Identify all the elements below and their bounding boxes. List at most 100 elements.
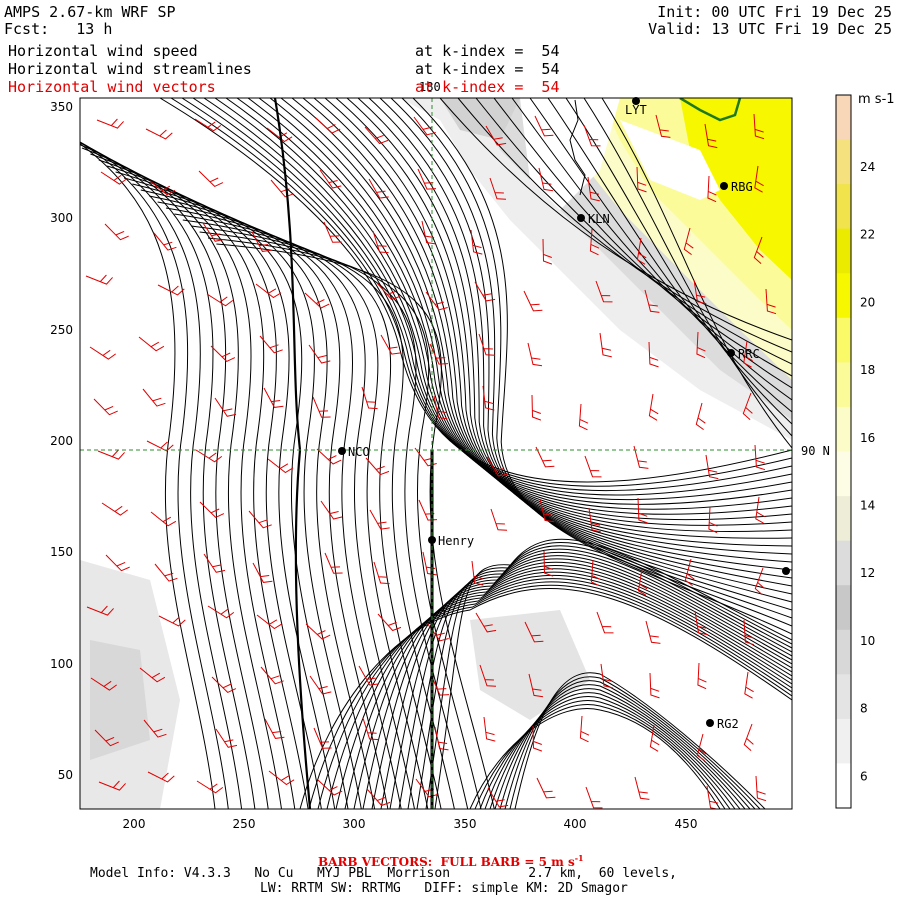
wind-barb — [536, 777, 556, 799]
wind-barb — [358, 665, 379, 686]
physics-info: LW: RRTM SW: RRTMG DIFF: simple KM: 2D S… — [260, 881, 628, 896]
streamline — [353, 568, 792, 809]
wind-barb — [485, 125, 507, 146]
wind-barb — [483, 716, 496, 742]
colorbar-frame — [835, 94, 852, 809]
wind-barb — [138, 336, 165, 352]
station-label: RG2 — [717, 717, 739, 731]
x-axis-extra: 300 350 400 450 — [343, 817, 698, 831]
wind-barb — [256, 614, 283, 630]
streamline — [308, 584, 792, 809]
colorbar — [836, 95, 851, 809]
streamline — [346, 98, 792, 587]
wind-barb — [93, 398, 118, 416]
y-tick-label: 100 — [50, 657, 73, 671]
streamline — [236, 98, 792, 515]
wind-barb — [589, 228, 600, 256]
wind-barb — [645, 620, 661, 644]
wind-barb — [600, 663, 613, 689]
wind-barb — [644, 289, 660, 313]
streamline — [80, 141, 229, 809]
wind-barb — [543, 550, 554, 577]
wind-barb — [143, 719, 167, 738]
wind-barb — [542, 238, 553, 265]
y-axis: 350 300 250 200 150 100 50 — [50, 100, 73, 782]
wind-barb — [89, 346, 116, 360]
wind-barb — [320, 500, 343, 520]
streamline — [269, 98, 792, 532]
streamline — [484, 696, 736, 809]
wind-barb — [693, 279, 707, 305]
field-level: at k-index = 54 — [415, 78, 560, 96]
wind-barb — [96, 118, 124, 129]
wind-barb — [523, 290, 543, 312]
wind-barb — [705, 454, 719, 480]
wind-barb — [753, 113, 765, 140]
station-dot — [632, 97, 640, 105]
colorbar-tick-label: 14 — [860, 499, 875, 513]
wind-barb — [648, 393, 659, 421]
wind-barb — [270, 179, 294, 198]
wind-barb — [742, 392, 753, 420]
colorbar-swatch — [836, 451, 851, 497]
station-dot — [782, 567, 790, 575]
colorbar-tick-label: 16 — [860, 431, 875, 445]
wind-barb — [636, 237, 647, 265]
wind-barb — [470, 229, 483, 255]
meridian-label: 180 — [419, 80, 441, 94]
wind-barb — [744, 671, 754, 699]
wind-barb — [101, 502, 128, 516]
wind-barb — [312, 396, 331, 418]
streamline — [247, 98, 792, 521]
wind-barb — [203, 553, 226, 573]
plot-frame — [79, 97, 793, 810]
colorbar-swatch — [836, 406, 851, 452]
colorbar-tick-label: 8 — [860, 702, 868, 716]
streamline — [380, 558, 792, 809]
wind-barb — [425, 291, 448, 311]
wind-barb — [361, 386, 378, 410]
x-tick-label: 450 — [675, 817, 698, 831]
wind-barb — [86, 605, 114, 616]
wind-barb — [587, 176, 600, 202]
streamline — [425, 542, 792, 809]
streamline — [390, 98, 792, 619]
streamline — [401, 98, 792, 627]
wind-barb — [248, 510, 272, 529]
x-tick-label: 300 — [343, 817, 366, 831]
wind-barb — [214, 397, 237, 417]
streamline — [475, 98, 792, 365]
wind-barb — [707, 175, 717, 203]
station-dot — [720, 182, 728, 190]
wind-barb — [158, 615, 186, 627]
wind-barb — [255, 283, 282, 299]
wind-barb — [524, 621, 544, 643]
parallel-label: 90 N — [801, 444, 830, 458]
wind-barb — [366, 788, 391, 807]
wind-barb — [267, 458, 294, 474]
wind-barb — [599, 332, 612, 358]
wind-barb — [85, 274, 113, 285]
wind-barb — [263, 387, 284, 408]
wind-barb — [323, 221, 342, 243]
wind-barb — [150, 511, 177, 527]
streamline — [299, 587, 792, 809]
wind-barb — [474, 281, 496, 302]
wind-barb — [531, 394, 542, 421]
x-tick-label: 350 — [454, 817, 477, 831]
streamline — [326, 578, 792, 809]
wind-barb — [583, 124, 601, 147]
streamline — [149, 195, 389, 809]
wind-barb — [708, 506, 718, 534]
streamline — [499, 684, 751, 809]
wind-barb — [198, 170, 224, 187]
wind-barb — [695, 402, 706, 431]
wind-barb — [534, 115, 554, 137]
streamline — [192, 98, 792, 496]
streamline — [379, 98, 792, 611]
wind-barb — [478, 333, 496, 356]
wind-barb — [195, 449, 223, 463]
streamline — [474, 704, 726, 809]
wind-barb — [145, 128, 173, 140]
wind-barb — [264, 718, 285, 739]
